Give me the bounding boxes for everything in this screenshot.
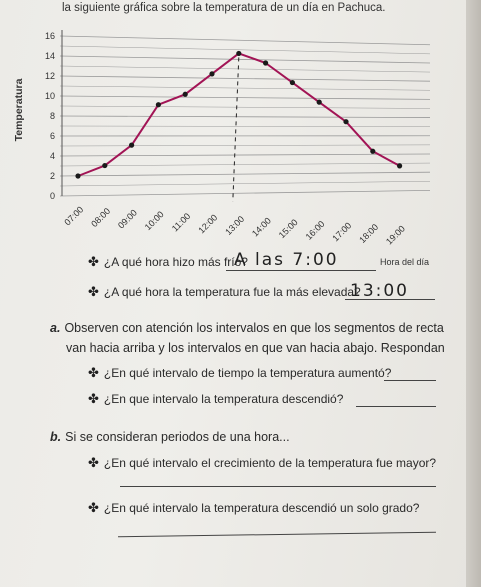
data-point bbox=[155, 102, 161, 108]
answer-line bbox=[345, 299, 435, 300]
chart-grid bbox=[59, 35, 431, 197]
y-tick-label: 10 bbox=[45, 91, 55, 101]
grid-line bbox=[59, 105, 431, 109]
star-bullet-icon: ✤ bbox=[88, 284, 99, 299]
answer-coldest-hour[interactable]: A las 7:00 bbox=[234, 250, 339, 270]
peak-dashed-line bbox=[232, 57, 240, 202]
x-tick-label: 10:00 bbox=[143, 209, 166, 232]
x-tick-label: 07:00 bbox=[62, 204, 85, 227]
temperature-series bbox=[75, 50, 403, 202]
data-point bbox=[397, 163, 403, 169]
y-tick-label: 2 bbox=[50, 171, 55, 181]
question-text: ¿A qué hora la temperatura fue la más el… bbox=[103, 285, 361, 299]
data-point bbox=[343, 119, 349, 125]
section-text: Observen con atención los intervalos en … bbox=[64, 321, 444, 335]
grid-line bbox=[59, 75, 431, 82]
question-text: ¿En que intervalo la temperatura descend… bbox=[103, 392, 344, 406]
grid-line bbox=[59, 144, 431, 147]
grid-line bbox=[59, 45, 431, 55]
answer-line[interactable] bbox=[118, 531, 436, 538]
x-tick-label: 15:00 bbox=[277, 217, 300, 240]
star-bullet-icon: ✤ bbox=[88, 254, 99, 269]
grid-line bbox=[59, 153, 431, 157]
answer-line[interactable] bbox=[120, 486, 436, 487]
series-line bbox=[77, 52, 401, 177]
x-tick-label: 14:00 bbox=[250, 216, 273, 239]
y-axis: 0 2 4 6 8 10 12 14 16 bbox=[45, 30, 63, 201]
data-point bbox=[316, 99, 322, 105]
question-text: ¿En qué intervalo de tiempo la temperatu… bbox=[103, 366, 392, 380]
star-bullet-icon: ✤ bbox=[88, 455, 99, 470]
grid-line bbox=[59, 181, 431, 187]
grid-line bbox=[59, 115, 431, 118]
y-tick-label: 14 bbox=[45, 51, 55, 61]
data-point bbox=[129, 142, 135, 148]
section-a-paragraph-line1: a. Observen con atención los intervalos e… bbox=[50, 321, 444, 335]
x-axis: 07:00 08:00 09:00 10:00 11:00 12:00 13:00 14:00… bbox=[62, 204, 407, 246]
grid-line bbox=[59, 65, 431, 73]
section-a-paragraph-line2: van hacia arriba y los intervalos en que… bbox=[66, 341, 445, 355]
grid-line bbox=[59, 95, 431, 100]
data-point bbox=[209, 71, 215, 77]
x-tick-label: 09:00 bbox=[116, 208, 139, 231]
star-bullet-icon: ✤ bbox=[88, 365, 99, 380]
y-tick-label: 16 bbox=[45, 31, 55, 41]
grid-line bbox=[59, 162, 431, 167]
question-text: ¿A qué hora hizo más frío? bbox=[103, 255, 248, 269]
data-point bbox=[263, 60, 269, 66]
answer-line[interactable] bbox=[356, 406, 436, 407]
x-tick-label: 19:00 bbox=[384, 224, 407, 247]
section-letter: b. bbox=[50, 430, 62, 444]
answer-line[interactable] bbox=[384, 380, 436, 381]
section-text: Si se consideran periodos de una hora... bbox=[65, 430, 290, 444]
data-point bbox=[102, 162, 108, 169]
x-tick-label: 12:00 bbox=[196, 212, 219, 235]
grid-line bbox=[59, 189, 431, 197]
page-edge bbox=[466, 0, 481, 587]
grid-line bbox=[59, 35, 431, 46]
question-text: ¿En qué intervalo el crecimiento de la t… bbox=[103, 456, 437, 470]
data-point bbox=[75, 173, 81, 179]
question-interval-decrease: ✤ ¿En que intervalo la temperatura descen… bbox=[88, 391, 343, 407]
chart-heading: la siguiente gráfica sobre la temperatur… bbox=[62, 2, 386, 14]
y-tick-label: 0 bbox=[50, 191, 55, 201]
question-one-degree-drop: ✤ ¿En qué intervalo la temperatura descen… bbox=[88, 500, 419, 516]
grid-line bbox=[59, 125, 431, 127]
x-tick-label: 08:00 bbox=[89, 206, 112, 229]
data-point bbox=[236, 50, 242, 57]
y-axis-label: Temperatura bbox=[13, 78, 25, 141]
question-largest-growth: ✤ ¿En qué intervalo el crecimiento de la … bbox=[88, 455, 436, 471]
star-bullet-icon: ✤ bbox=[88, 391, 99, 406]
section-b-paragraph: b. Si se consideran periodos de una hora.… bbox=[50, 430, 290, 444]
star-bullet-icon: ✤ bbox=[88, 500, 99, 515]
y-tick-label: 12 bbox=[45, 71, 55, 81]
y-tick-label: 4 bbox=[50, 151, 55, 161]
question-coldest-hour: ✤ ¿A qué hora hizo más frío? bbox=[88, 254, 248, 270]
data-point bbox=[370, 148, 376, 154]
x-tick-label: 17:00 bbox=[330, 220, 353, 243]
data-point bbox=[289, 79, 295, 86]
question-text: ¿En qué intervalo la temperatura descend… bbox=[103, 501, 420, 515]
answer-warmest-hour[interactable]: 13:00 bbox=[350, 281, 409, 301]
y-tick-label: 8 bbox=[50, 111, 55, 121]
x-tick-label: 11:00 bbox=[170, 211, 193, 234]
x-tick-label: 13:00 bbox=[223, 214, 246, 237]
section-letter: a. bbox=[50, 321, 61, 335]
x-axis-label: Hora del día bbox=[380, 257, 429, 267]
question-warmest-hour: ✤ ¿A qué hora la temperatura fue la más e… bbox=[88, 284, 361, 300]
x-tick-label: 18:00 bbox=[357, 222, 380, 245]
x-tick-label: 16:00 bbox=[304, 219, 327, 242]
grid-line bbox=[59, 171, 431, 177]
grid-line bbox=[59, 55, 431, 64]
y-tick-label: 6 bbox=[50, 131, 55, 141]
answer-line bbox=[226, 270, 376, 271]
data-point bbox=[182, 91, 188, 97]
question-interval-increase: ✤ ¿En qué intervalo de tiempo la temperat… bbox=[88, 365, 391, 381]
grid-line bbox=[59, 85, 431, 91]
